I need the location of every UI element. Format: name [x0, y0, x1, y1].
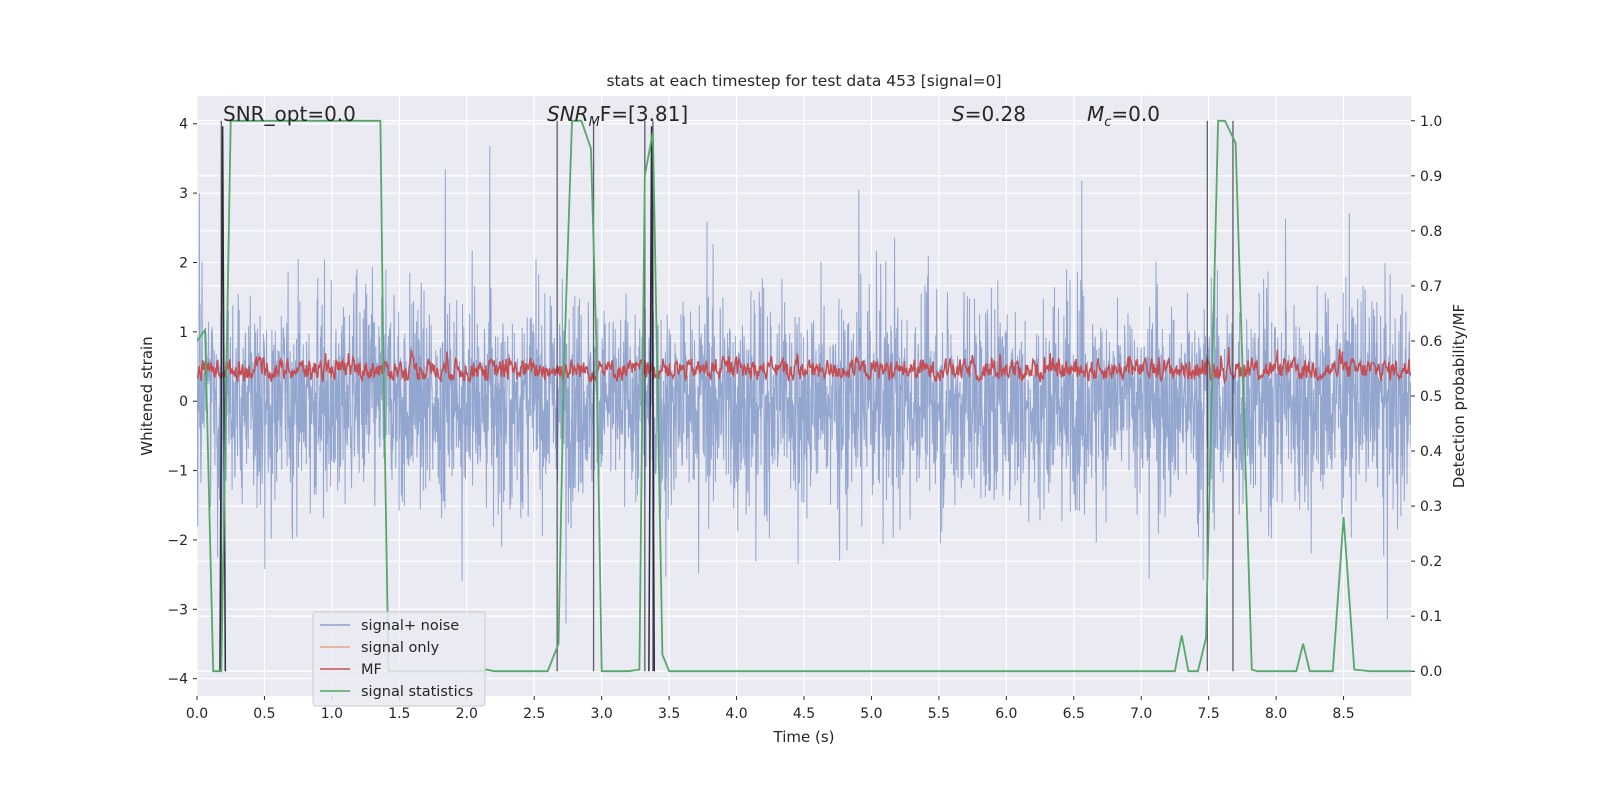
y-right-tick-label-4: 0.6: [1420, 334, 1442, 350]
y-left-tick-label-4: 0: [179, 394, 188, 410]
x-tick-label-13: 6.5: [1063, 706, 1085, 722]
legend-box: [312, 611, 486, 707]
x-tick-label-2: 1.0: [321, 706, 343, 722]
y-left-tick-label-1: 3: [179, 186, 188, 202]
mf-peak-1: [648, 126, 656, 672]
y-left-axis-label: Whitened strain: [138, 336, 156, 455]
y-right-tick-label-6: 0.4: [1420, 444, 1442, 460]
series-mf-line: [197, 347, 1411, 385]
x-tick-label-0: 0.0: [186, 706, 208, 722]
y-right-tick-label-2: 0.8: [1420, 224, 1442, 240]
x-tick-label-12: 6.0: [995, 706, 1017, 722]
y-right-axis-label: Detection probability/MF: [1450, 304, 1468, 488]
x-axis-ticks: 0.0 0.5 1.0 1.5 2.0 2.5 3.0 3.5 4.0 4.5 5.0 5.5 6.0 6…: [186, 696, 1355, 722]
chart-title: stats at each timestep for test data 453…: [606, 72, 1001, 90]
annotation-mc: Mc=0.0: [1087, 102, 1160, 130]
x-axis-label: Time (s): [773, 728, 835, 746]
series-signal-noise-line: [197, 145, 1411, 624]
y-left-tick-label-3: 1: [179, 325, 188, 341]
y-left-axis-ticks: 4 3 2 1 0 −1 −2 −3 −4: [167, 117, 197, 688]
x-tick-label-1: 0.5: [253, 706, 275, 722]
x-tick-label-6: 3.0: [591, 706, 613, 722]
series-signal-statistics-line: [197, 119, 1411, 673]
x-tick-label-8: 4.0: [725, 706, 747, 722]
y-right-tick-label-7: 0.3: [1420, 499, 1442, 515]
legend: signal+ noise signal only MF signal stat…: [312, 611, 486, 707]
x-tick-label-15: 7.5: [1198, 706, 1220, 722]
y-left-tick-label-2: 2: [179, 255, 188, 271]
annotation-s-pre: S: [952, 102, 965, 126]
y-right-tick-label-1: 0.9: [1420, 169, 1442, 185]
annotation-snr-mf-post: F=[3.81]: [600, 102, 688, 126]
annotation-mc-sub: c: [1104, 115, 1111, 130]
y-left-tick-label-5: −1: [167, 464, 188, 480]
y-right-tick-label-0: 1.0: [1420, 114, 1442, 130]
x-tick-label-16: 8.0: [1265, 706, 1287, 722]
annotation-s: S=0.28: [952, 102, 1026, 126]
y-left-tick-label-0: 4: [179, 117, 188, 133]
x-tick-label-11: 5.5: [928, 706, 950, 722]
annotation-mc-post: =0.0: [1111, 102, 1160, 126]
x-tick-label-4: 2.0: [456, 706, 478, 722]
annotation-snr-mf-pre: SNR: [547, 102, 589, 126]
y-left-tick-label-8: −4: [167, 672, 188, 688]
x-tick-label-10: 5.0: [860, 706, 882, 722]
x-tick-label-5: 2.5: [523, 706, 545, 722]
legend-label-mf: MF: [361, 662, 382, 678]
annotation-snr-opt: SNR_opt=0.0: [223, 102, 356, 126]
series-layer: [197, 119, 1411, 673]
annotation-snr-mf: SNRMF=[3.81]: [547, 102, 688, 130]
y-right-tick-label-10: 0.0: [1420, 664, 1442, 680]
y-right-tick-label-8: 0.2: [1420, 554, 1442, 570]
annotation-mc-pre: M: [1087, 102, 1104, 126]
x-tick-label-3: 1.5: [388, 706, 410, 722]
x-tick-label-9: 4.5: [793, 706, 815, 722]
x-tick-label-17: 8.5: [1332, 706, 1354, 722]
legend-label-signal-only: signal only: [361, 640, 440, 656]
x-tick-label-7: 3.5: [658, 706, 680, 722]
annotation-s-post: =0.28: [965, 102, 1026, 126]
legend-label-signal-noise: signal+ noise: [361, 618, 459, 634]
annotation-snr-mf-sub: M: [589, 115, 600, 130]
y-left-tick-label-6: −2: [167, 533, 188, 549]
y-right-axis-ticks: 1.0 0.9 0.8 0.7 0.6 0.5 0.4 0.3 0.2 0.1 0.0: [1411, 114, 1442, 680]
y-right-tick-label-5: 0.5: [1420, 389, 1442, 405]
x-tick-label-14: 7.0: [1130, 706, 1152, 722]
y-left-tick-label-7: −3: [167, 602, 188, 618]
legend-label-signal-statistics: signal statistics: [361, 684, 473, 700]
y-right-tick-label-3: 0.7: [1420, 279, 1442, 295]
y-right-tick-label-9: 0.1: [1420, 609, 1442, 625]
